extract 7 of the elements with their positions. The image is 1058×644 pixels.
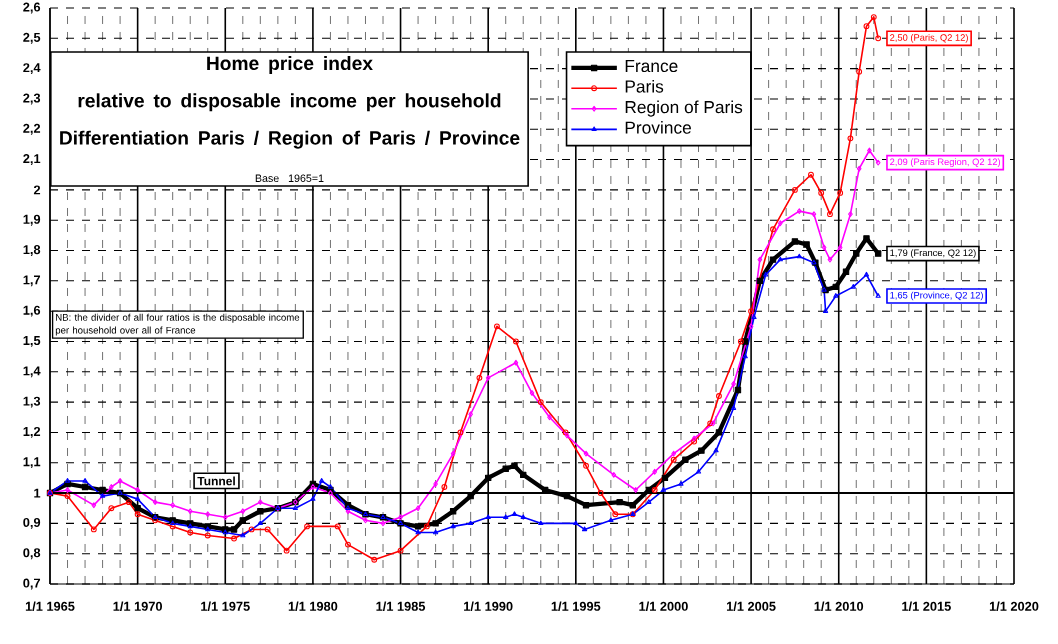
- legend-label: Paris: [625, 79, 664, 93]
- legend-label: France: [625, 60, 678, 73]
- annotation: Differentiation Paris / Region of Paris / Province: [60, 130, 520, 149]
- legend-label: Province: [625, 121, 691, 134]
- text: relative to disposable income per household: [78, 93, 501, 112]
- legend-label: Region of Paris: [625, 100, 743, 117]
- text: Home price index: [207, 55, 373, 74]
